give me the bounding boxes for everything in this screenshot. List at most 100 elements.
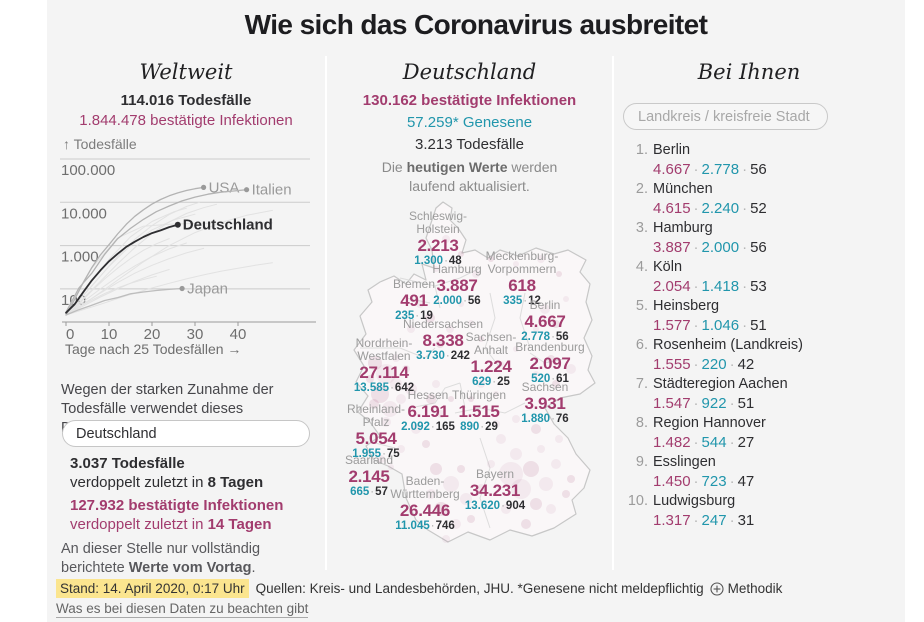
district-list-item: 9. Esslingen 1.450 · 723 · 47 [622,453,905,491]
state-borders [360,267,569,529]
state-infections: 618 [508,276,536,295]
district-list-item: 2. München 4.615 · 2.240 · 52 [622,180,905,218]
state-name: Hamburg [432,262,482,276]
live-update-note: Die heutigen Werte werden laufend aktual… [381,159,558,194]
state-infections: 3.931 [524,394,566,413]
state-infections: 34.231 [469,481,521,500]
district-numbers: 1.317 · 247 · 31 [653,512,755,529]
district-name: Berlin [653,142,691,158]
germany-recovered-stat: 57.259* Genesene [406,114,533,131]
germany-outline [353,201,596,543]
state-name: Sachsen-Anhalt [465,330,517,357]
footer-status-line: Stand: 14. April 2020, 0:17 Uhr Quellen:… [56,579,782,598]
state-labels-layer: Schleswig-Holstein 2.213 1.300·48 Meckle… [340,198,610,578]
state-name: Baden-Württemberg [390,474,460,501]
state-infections: 1.224 [470,357,512,376]
district-rank: 10. [627,493,648,509]
country-deaths-stat: 3.037 Todesfälle [70,455,185,472]
state-label: Rheinland-Pfalz 5.054 1.955·75 [337,403,415,461]
state-label: Nordrhein-Westfalen 27.114 13.585·642 [340,337,428,395]
svg-text:USA: USA [209,179,240,196]
state-name: Bremen [392,277,436,291]
state-label: Bayern 34.231 13.620·904 [455,468,535,513]
country-infections-doubling: verdoppelt zuletzt in 14 Tagen [70,516,272,533]
state-recovered-deaths: 11.045·746 [395,520,455,532]
district-rank: 7. [635,376,648,392]
district-list-item: 10. Ludwigsburg 1.317 · 247 · 31 [622,492,905,530]
district-list-item: 1. Berlin 4.667 · 2.778 · 56 [622,141,905,179]
germany-deaths-stat: 3.213 Todesfälle [415,136,524,153]
district-numbers: 4.615 · 2.240 · 52 [653,200,767,217]
country-select[interactable]: Deutschland [62,420,310,447]
sources-text: Quellen: Kreis- und Landesbehörden, JHU.… [255,581,704,596]
district-numbers: 2.054 · 1.418 · 53 [653,278,767,295]
world-deaths-stat: 114.016 Todesfälle [120,92,252,109]
state-label: Berlin 4.667 2.778·56 [510,299,580,344]
column-divider [325,56,327,570]
svg-text:100.000: 100.000 [61,162,115,179]
svg-text:Deutschland: Deutschland [183,217,273,234]
state-label: Schleswig-Holstein 2.213 1.300·48 [397,210,479,268]
district-name: Rosenheim (Landkreis) [653,337,803,353]
district-name: Region Hannover [653,415,766,431]
district-rank: 4. [635,259,648,275]
svg-text:0: 0 [66,326,74,342]
previous-day-footnote: An dieser Stelle nur vollständig bericht… [61,541,261,576]
country-select-value: Deutschland [76,425,157,442]
state-name: Hessen [407,388,449,402]
state-name: Rheinland-Pfalz [346,402,406,429]
state-infections: 26.446 [399,501,451,520]
top-districts-list: 1. Berlin 4.667 · 2.778 · 56 2. München 4.61… [622,141,905,531]
state-name: Schleswig-Holstein [408,209,468,236]
state-recovered-deaths: 335·12 [503,295,541,307]
district-rank: 6. [635,337,648,353]
state-name: Thüringen [451,388,507,402]
svg-text:1.000: 1.000 [61,249,99,266]
state-infections: 27.114 [359,363,409,382]
chart-x-axis-label: Tage nach 25 Todesfällen → [65,341,242,357]
column-divider [612,56,614,570]
state-label: Bremen 491 235·19 [374,278,454,323]
district-rank: 8. [635,415,648,431]
state-infections: 3.887 [436,276,478,295]
svg-text:40: 40 [230,326,247,342]
state-label: Brandenburg 2.097 520·61 [490,341,610,386]
district-name: München [653,181,713,197]
data-note-link[interactable]: Was es bei diesen Daten zu beachten gibt [56,601,309,618]
district-list-item: 6. Rosenheim (Landkreis) 1.555 · 220 · 42 [622,336,905,374]
state-infections: 8.338 [422,331,464,350]
germany-infections-stat: 130.162 bestätigte Infektionen [362,92,577,109]
state-name: Bayern [475,467,515,481]
district-name: Köln [653,259,683,275]
methodik-link[interactable]: Methodik [710,581,782,596]
district-name: Heinsberg [653,298,720,314]
section-heading-deutschland: Deutschland [402,60,537,84]
district-list-item: 7. Städteregion Aachen 1.547 · 922 · 51 [622,375,905,413]
district-numbers: 1.577 · 1.046 · 51 [653,317,767,334]
state-infections: 5.054 [355,429,397,448]
svg-text:10.000: 10.000 [61,205,107,222]
state-infections: 6.191 [407,402,449,421]
district-list-item: 4. Köln 2.054 · 1.418 · 53 [622,258,905,296]
svg-text:20: 20 [144,326,161,342]
district-rank: 5. [635,298,648,314]
dashboard-panel: Wie sich das Coronavirus ausbreitet Welt… [47,0,905,622]
state-name: Brandenburg [515,340,585,354]
state-recovered-deaths: 520·61 [531,373,569,385]
state-label: Mecklenburg-Vorpommern 618 335·12 [463,250,581,308]
state-recovered-deaths: 13.620·904 [464,500,526,512]
district-search-input[interactable] [623,103,828,130]
germany-map-svg [353,201,596,543]
state-label: Saarland 2.145 665·57 [328,454,410,499]
status-timestamp: Stand: 14. April 2020, 0:17 Uhr [56,579,249,598]
district-name: Esslingen [653,454,716,470]
state-name: Mecklenburg-Vorpommern [485,249,559,276]
state-recovered-deaths: 13.585·642 [353,382,415,394]
district-numbers: 4.667 · 2.778 · 56 [653,161,767,178]
section-heading-weltweit: Weltweit [139,60,233,84]
state-name: Niedersachsen [402,317,484,331]
state-name: Berlin [529,298,561,312]
district-numbers: 1.482 · 544 · 27 [653,434,755,451]
state-label: Hessen 6.191 2.092·165 [388,389,468,434]
